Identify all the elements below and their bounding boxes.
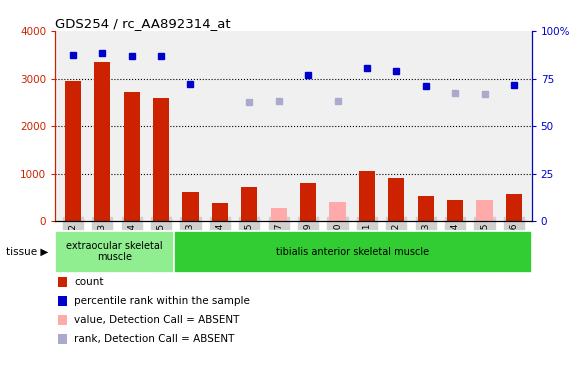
Bar <box>388 178 404 221</box>
Bar <box>212 203 228 221</box>
Bar <box>241 187 257 221</box>
Text: value, Detection Call = ABSENT: value, Detection Call = ABSENT <box>74 315 240 325</box>
Bar <box>153 98 169 221</box>
Bar <box>329 202 346 221</box>
Text: GDS254 / rc_AA892314_at: GDS254 / rc_AA892314_at <box>55 17 231 30</box>
Text: tibialis anterior skeletal muscle: tibialis anterior skeletal muscle <box>277 247 429 257</box>
Bar <box>447 200 463 221</box>
Bar <box>124 92 140 221</box>
Bar <box>94 62 110 221</box>
Bar <box>182 192 199 221</box>
Text: extraocular skeletal
muscle: extraocular skeletal muscle <box>66 241 163 262</box>
Text: percentile rank within the sample: percentile rank within the sample <box>74 296 250 306</box>
Text: tissue ▶: tissue ▶ <box>6 247 48 257</box>
Bar <box>476 199 493 221</box>
Bar <box>271 208 287 221</box>
Bar <box>418 196 434 221</box>
Bar <box>359 171 375 221</box>
Text: count: count <box>74 277 104 287</box>
Bar <box>64 81 81 221</box>
Bar <box>506 194 522 221</box>
Text: rank, Detection Call = ABSENT: rank, Detection Call = ABSENT <box>74 334 235 344</box>
Bar <box>300 183 316 221</box>
